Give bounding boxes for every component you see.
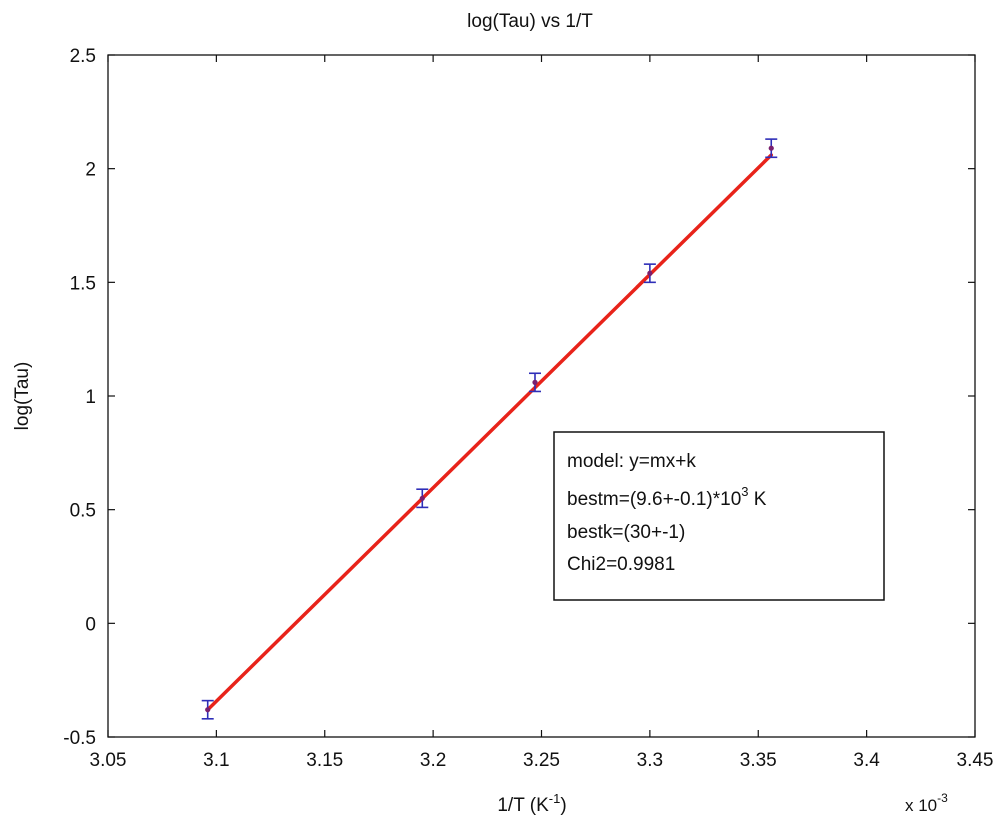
x-axis-label-main: 1/T (K — [497, 795, 549, 816]
x-tick-label: 3.35 — [740, 750, 777, 771]
x-axis-multiplier-exponent: -3 — [937, 791, 948, 805]
y-tick-label: 2 — [85, 160, 96, 181]
annotation-bestk-text: bestk=(30+-1) — [567, 522, 685, 543]
x-tick-label: 3.1 — [203, 750, 229, 771]
annotation-bestm-text: bestm=(9.6+-0.1)*10 — [567, 489, 741, 510]
plot-area-border — [107, 54, 976, 738]
x-axis-label-close: ) — [560, 795, 566, 816]
x-tick-label: 3.4 — [853, 750, 880, 771]
annotation-line-bestm: bestm=(9.6+-0.1)*103 K — [567, 484, 767, 510]
y-tick-label: 0.5 — [70, 501, 96, 522]
y-tick-label: 1 — [85, 387, 96, 408]
x-tick-label: 3.3 — [637, 750, 663, 771]
y-tick-label: -0.5 — [63, 728, 96, 749]
data-point — [768, 145, 774, 151]
x-tick-label: 3.2 — [420, 750, 446, 771]
x-tick-label: 3.15 — [306, 750, 343, 771]
y-tick-label: 0 — [85, 614, 96, 635]
fit-line — [205, 153, 774, 712]
x-axis-multiplier-base: x 10 — [905, 796, 937, 815]
x-axis-label: 1/T (K-1) — [497, 791, 566, 816]
annotation-line-chi2: Chi2=0.9981 — [567, 554, 675, 575]
fit-line-series — [205, 153, 774, 712]
annotation-bestm-exponent: 3 — [741, 484, 748, 499]
data-point — [205, 707, 211, 713]
data-point — [419, 495, 425, 501]
annotation-frame — [553, 431, 885, 601]
annotation-chi2-text: Chi2=0.9981 — [567, 554, 675, 575]
annotation-line-bestk: bestk=(30+-1) — [567, 522, 685, 543]
y-tick-label: 2.5 — [70, 46, 96, 67]
y-axis-ticks: -0.5 0 0.5 1 1.5 2 2.5 — [63, 46, 975, 749]
chart-title: log(Tau) vs 1/T — [467, 11, 593, 32]
annotation-line-model: model: y=mx+k — [567, 451, 696, 472]
fit-annotation-box: model: y=mx+k bestm=(9.6+-0.1)*103 K bes… — [553, 431, 885, 601]
x-tick-label: 3.45 — [957, 750, 994, 771]
data-point — [647, 270, 653, 276]
axes-frame — [107, 54, 976, 738]
y-tick-label: 1.5 — [70, 273, 96, 294]
annotation-model-text: model: y=mx+k — [567, 451, 696, 472]
data-points-series — [201, 138, 778, 720]
annotation-bestm-unit: K — [749, 489, 767, 510]
x-axis-ticks: 3.05 3.1 3.15 3.2 3.25 3.3 3.35 3.4 3.45 — [90, 55, 994, 771]
x-axis-multiplier: x 10-3 — [905, 791, 948, 815]
x-tick-label: 3.25 — [523, 750, 560, 771]
x-axis-label-superscript: -1 — [549, 791, 561, 806]
x-tick-label: 3.05 — [90, 750, 127, 771]
y-axis-label: log(Tau) — [12, 362, 33, 431]
data-point — [532, 379, 538, 385]
